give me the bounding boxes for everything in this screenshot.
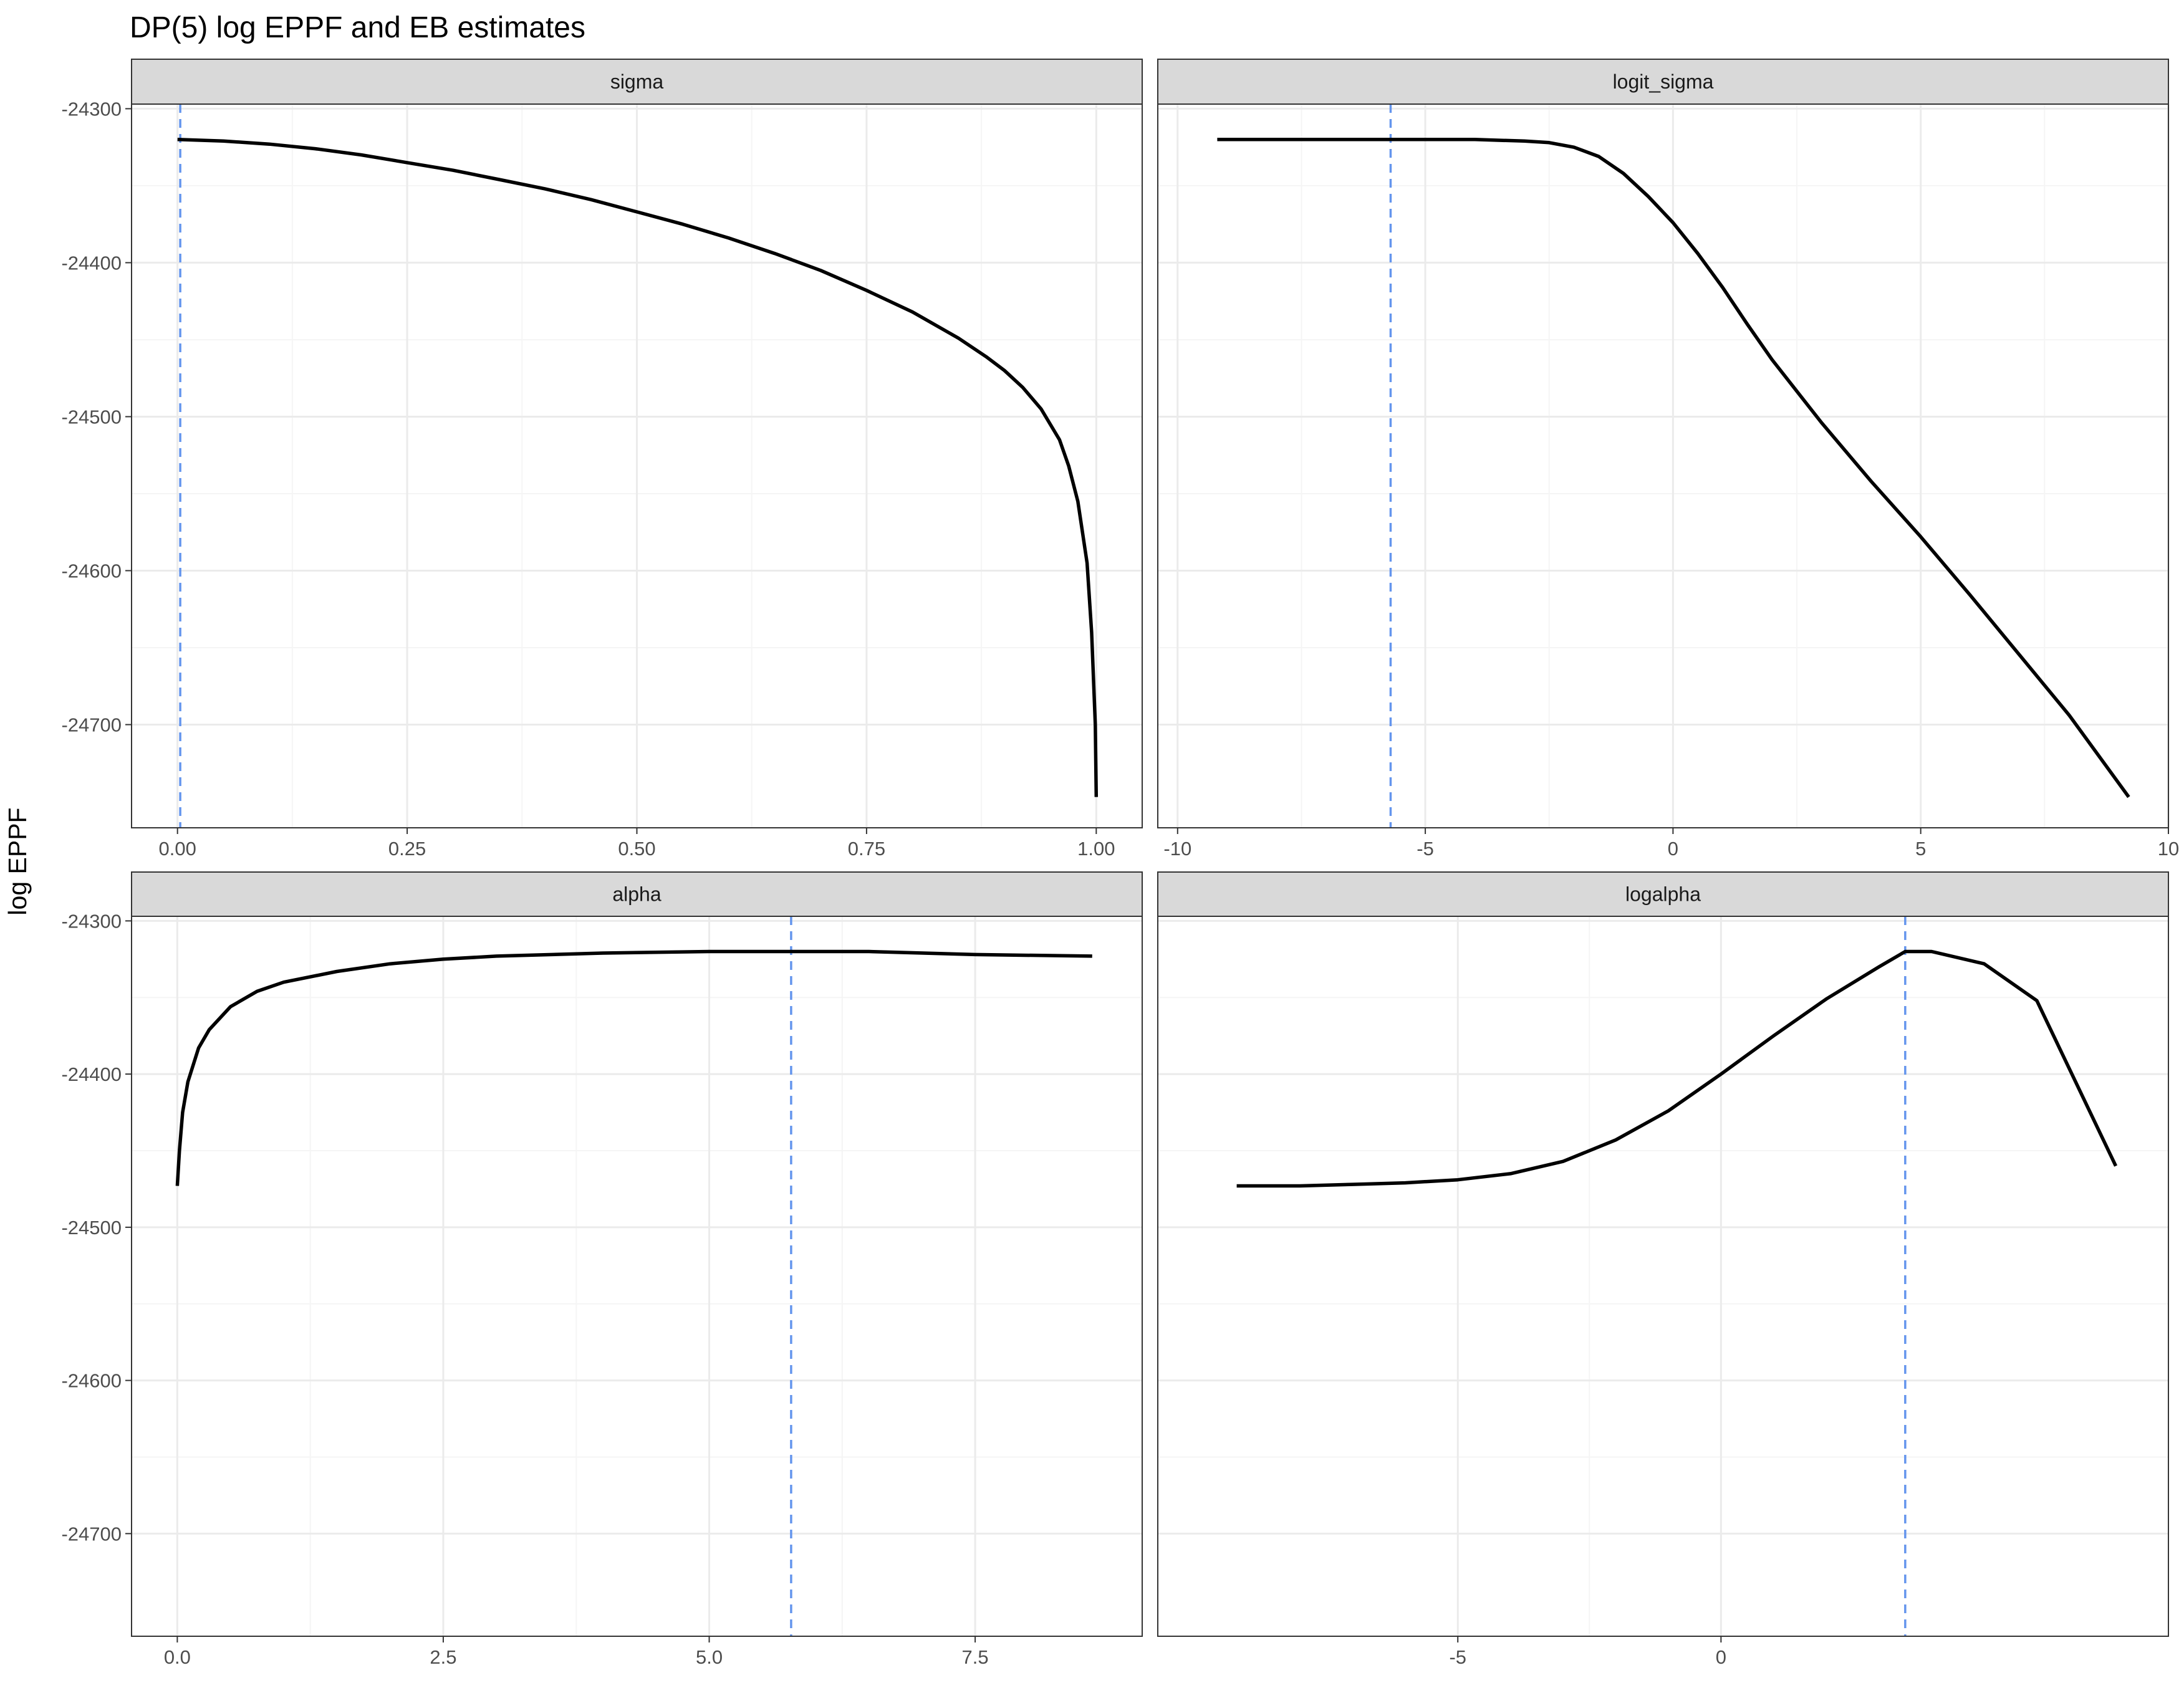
x-tick-label: 0.25 [388, 838, 426, 860]
facet-strip [131, 59, 1143, 105]
facet-strip [131, 871, 1143, 917]
x-tick-label: 0.0 [164, 1646, 191, 1668]
chart-title: DP(5) log EPPF and EB estimates [130, 11, 585, 44]
panel-background [132, 916, 1142, 1636]
x-tick-label: 0.75 [848, 838, 885, 860]
log-eppf-curve [177, 138, 1099, 797]
x-tick-label: -5 [1417, 838, 1434, 860]
facet-panel-alpha: alpha 0.0 2.5 5.0 7.5 -24300 -24400 -24500 -2460… [61, 871, 1143, 1668]
log-eppf-curve [175, 949, 1092, 1186]
y-tick-label: -24400 [61, 1063, 122, 1085]
facet-strip-label: sigma [610, 70, 664, 93]
y-tick-label: -24500 [61, 406, 122, 428]
y-tick-label: -24400 [61, 252, 122, 274]
x-tick-label: 7.5 [962, 1646, 989, 1668]
log-eppf-curve [1217, 138, 2130, 798]
y-axis-label: log EPPF [3, 807, 32, 915]
x-tick-label: 1.00 [1077, 838, 1115, 860]
y-tick-label: -24700 [61, 714, 122, 736]
facet-strip [1157, 59, 2169, 105]
y-tick-label: -24600 [61, 1370, 122, 1392]
y-tick-label: -24500 [61, 1217, 122, 1239]
facet-panel-logit_sigma: logit_sigma -10 -5 0 5 10 [1157, 59, 2179, 860]
x-tick-label: 0.00 [159, 838, 196, 860]
facet-panel-sigma: sigma 0.00 0.25 0.50 0.75 1.00 -24300 -24400 -24… [61, 59, 1143, 860]
x-tick-label: 0 [1716, 1646, 1726, 1668]
x-tick-label: 5 [1915, 838, 1926, 860]
log-eppf-curve [1236, 949, 2118, 1188]
y-tick-label: -24300 [61, 910, 122, 932]
facet-panel-logalpha: logalpha -5 0 [1157, 871, 2169, 1668]
x-tick-label: -5 [1449, 1646, 1466, 1668]
facet-strip-label: logalpha [1625, 883, 1701, 906]
facet-strip-label: alpha [612, 883, 661, 906]
x-tick-label: 2.5 [430, 1646, 456, 1668]
x-tick-label: 5.0 [696, 1646, 723, 1668]
y-tick-label: -24700 [61, 1523, 122, 1545]
facet-strip-label: logit_sigma [1613, 70, 1714, 93]
x-tick-label: 0 [1668, 838, 1678, 860]
y-tick-label: -24300 [61, 98, 122, 120]
x-tick-label: 0.50 [618, 838, 655, 860]
panel-background [1158, 916, 2168, 1636]
x-tick-label: 10 [2158, 838, 2179, 860]
y-tick-label: -24600 [61, 560, 122, 582]
x-tick-label: -10 [1163, 838, 1191, 860]
panel-background [1158, 104, 2168, 828]
facet-strip [1157, 871, 2169, 917]
